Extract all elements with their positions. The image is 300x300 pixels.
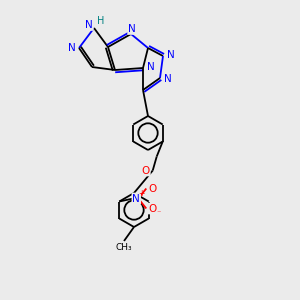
Text: N: N [132, 194, 140, 203]
Text: N: N [164, 74, 172, 84]
Text: N: N [68, 43, 76, 53]
Text: N: N [147, 62, 155, 72]
Text: ⁻: ⁻ [156, 208, 160, 217]
Text: H: H [97, 16, 105, 26]
Text: CH₃: CH₃ [116, 242, 132, 251]
Text: O: O [148, 203, 156, 214]
Text: N: N [167, 50, 175, 60]
Text: +: + [138, 189, 145, 198]
Text: N: N [128, 24, 136, 34]
Text: O: O [142, 166, 150, 176]
Text: N: N [85, 20, 93, 30]
Text: O: O [148, 184, 156, 194]
